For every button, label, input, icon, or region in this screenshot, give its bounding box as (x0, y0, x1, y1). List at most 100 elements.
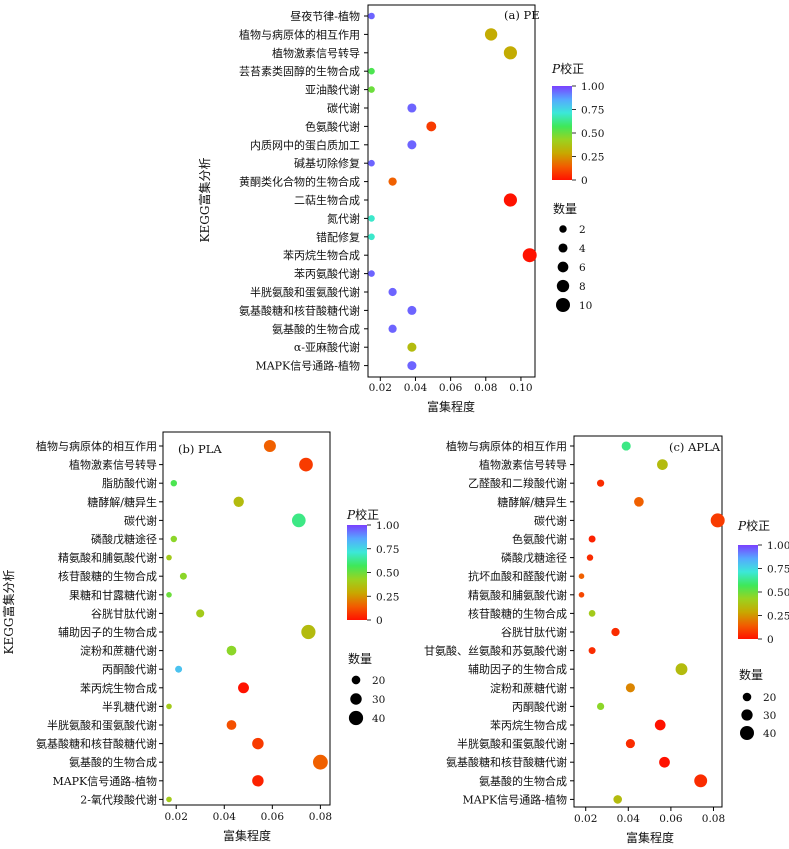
category-label: 抗坏血酸和醛酸代谢 (468, 569, 567, 583)
category-label: 亚油酸代谢 (305, 83, 360, 97)
data-points (578, 441, 725, 804)
color-legend-title-p: P (737, 519, 747, 533)
size-legend-dot (351, 675, 361, 685)
category-label: MAPK信号通路-植物 (255, 359, 360, 373)
size-legend-dot (742, 692, 752, 702)
x-tick-label: 0.04 (404, 382, 428, 394)
enrichment-point (407, 140, 417, 150)
color-legend-title-rest: 校正 (355, 507, 379, 522)
colorbar-tick-label: 0.75 (767, 564, 789, 576)
enrichment-point (368, 67, 375, 75)
enrichment-point (388, 177, 397, 186)
x-tick-label: 0.06 (261, 811, 285, 823)
size-legend-label: 8 (579, 281, 586, 293)
enrichment-point (426, 121, 437, 132)
x-tick-label: 0.02 (574, 813, 597, 825)
size-legend-items: 2 4 6 8 10 (556, 224, 592, 312)
enrichment-point (368, 233, 375, 241)
category-label: 苯丙烷生物合成 (490, 718, 567, 732)
color-legend-title-rest: 校正 (746, 518, 770, 533)
enrichment-point (586, 554, 594, 561)
panel-pe: (a) PE 昼夜节律-植物植物与病原体的相互作用植物激素信号转导芸苔素类固醇的… (197, 4, 604, 414)
category-label: 植物激素信号转导 (272, 46, 360, 60)
enrichment-point (588, 535, 596, 543)
category-label: 苯丙烷生物合成 (80, 681, 157, 695)
category-label: MAPK信号通路-植物 (462, 792, 567, 806)
enrichment-point (263, 439, 276, 453)
category-label: 内质网中的蛋白质加工 (250, 138, 360, 152)
size-legend-label: 4 (579, 243, 586, 255)
x-tick-label: 0.02 (165, 811, 188, 823)
data-points (368, 12, 537, 371)
category-label: 核苷酸糖的生物合成 (58, 569, 157, 583)
category-label: 谷胱甘肽代谢 (501, 625, 567, 639)
category-label: 半胱氨酸和蛋氨酸代谢 (250, 285, 360, 299)
size-legend-dot (557, 261, 569, 273)
enrichment-point (196, 609, 205, 618)
x-ticks: 0.02 0.04 0.06 0.08 (165, 805, 332, 823)
category-label: 碳代谢 (534, 513, 567, 527)
size-legend-label: 10 (579, 300, 592, 312)
category-label: 精氨酸和脯氨酸代谢 (58, 551, 157, 565)
category-label: 磷酸戊糖途径 (91, 532, 157, 546)
enrichment-point (368, 270, 375, 277)
category-label: 2-氧代羧酸代谢 (80, 792, 157, 806)
category-label: 植物与病原体的相互作用 (36, 439, 157, 453)
enrichment-point (226, 645, 237, 656)
category-label: 氮代谢 (327, 211, 360, 225)
size-legend-dot (740, 726, 754, 740)
data-points (166, 439, 328, 803)
category-labels: 昼夜节律-植物植物与病原体的相互作用植物激素信号转导芸苔素类固醇的生物合成亚油酸… (239, 9, 368, 373)
x-tick-label: 0.04 (617, 813, 641, 825)
category-label: 丙酮酸代谢 (102, 662, 157, 676)
enrichment-point (578, 592, 585, 598)
colorbar-tick-label: 1.00 (767, 540, 789, 552)
category-label: 色氨酸代谢 (305, 119, 360, 133)
x-axis-label: 富集程度 (626, 830, 674, 845)
enrichment-point (407, 361, 417, 371)
x-ticks: 0.02 0.04 0.06 0.08 (574, 807, 725, 825)
colorbar-tick-label: 0.75 (581, 105, 604, 117)
category-label: 二萜生物合成 (294, 193, 360, 207)
enrichment-point (291, 513, 306, 528)
enrichment-point (313, 754, 328, 770)
enrichment-point (170, 535, 178, 543)
size-legend-dot (558, 243, 568, 253)
colorbar-ticks: 0 0.25 0.50 0.75 1.00 (367, 520, 399, 627)
category-label: 脂肪酸代谢 (102, 476, 157, 490)
category-label: 果糖和甘露糖代谢 (69, 588, 157, 602)
enrichment-point (301, 624, 316, 640)
colorbar-tick-label: 0 (581, 175, 588, 187)
category-label: 氨基酸糖和核苷酸糖代谢 (36, 737, 157, 751)
enrichment-point (238, 682, 249, 694)
enrichment-point (166, 592, 172, 598)
color-legend-title-p: P (551, 62, 561, 76)
category-label: 核苷酸糖的生物合成 (468, 606, 567, 620)
y-axis-label: KEGG富集分析 (1, 570, 16, 655)
size-legend-dot (556, 298, 570, 312)
color-legend-title: P校正 (346, 507, 379, 522)
enrichment-point (503, 193, 517, 207)
category-label: 糖酵解/糖异生 (87, 495, 157, 509)
enrichment-point (596, 702, 605, 711)
color-legend-title: P校正 (737, 518, 770, 533)
size-legend-label: 30 (372, 694, 385, 706)
x-tick-label: 0.06 (439, 382, 463, 394)
plot-frame (573, 435, 723, 808)
enrichment-point (694, 774, 708, 788)
enrichment-point (252, 775, 264, 787)
category-label: 辅助因子的生物合成 (468, 662, 567, 676)
category-label: 氨基酸的生物合成 (272, 322, 360, 336)
size-legend: 数量 20 30 40 (739, 667, 776, 740)
colorbar (552, 86, 572, 180)
category-label: 植物激素信号转导 (69, 458, 157, 472)
size-legend-title: 数量 (553, 201, 577, 216)
category-label: 植物与病原体的相互作用 (239, 27, 360, 41)
x-ticks: 0.02 0.04 0.06 0.08 0.10 (369, 377, 533, 394)
enrichment-point (484, 28, 498, 41)
enrichment-point (621, 441, 631, 451)
category-label: MAPK信号通路-植物 (52, 774, 157, 788)
size-legend-label: 30 (763, 710, 776, 722)
size-legend-label: 2 (579, 224, 586, 236)
size-legend-label: 40 (372, 713, 385, 725)
